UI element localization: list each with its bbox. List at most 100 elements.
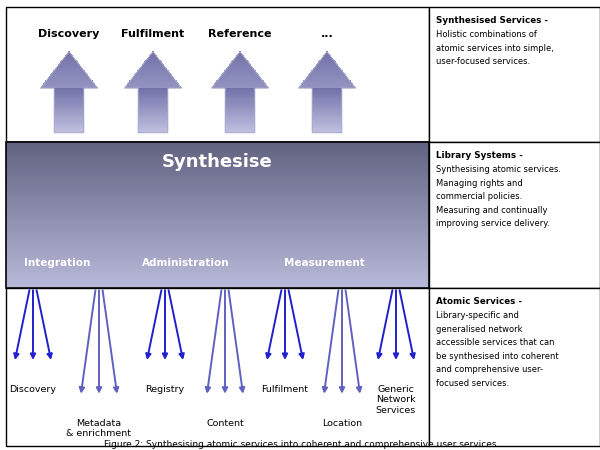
Bar xyxy=(138,111,168,112)
Bar xyxy=(225,116,255,117)
Bar xyxy=(235,58,246,59)
Bar xyxy=(429,7,600,142)
Bar xyxy=(133,76,173,77)
Bar xyxy=(238,53,242,54)
Text: Fulfilment: Fulfilment xyxy=(121,29,185,39)
Bar xyxy=(52,72,86,74)
Bar xyxy=(6,145,429,147)
Bar xyxy=(6,185,429,188)
Bar xyxy=(323,55,331,56)
Bar xyxy=(6,160,429,162)
Bar xyxy=(6,224,429,226)
Bar xyxy=(54,100,84,102)
Bar xyxy=(6,275,429,277)
Bar xyxy=(138,92,168,94)
Bar xyxy=(312,95,342,97)
Bar xyxy=(138,102,168,104)
Bar xyxy=(214,83,266,85)
Bar xyxy=(6,284,429,286)
Text: Synthesise: Synthesise xyxy=(162,153,273,171)
Bar xyxy=(6,244,429,246)
Bar xyxy=(301,84,353,86)
Bar xyxy=(230,63,250,64)
Bar xyxy=(65,55,73,56)
Bar xyxy=(6,238,429,240)
Bar xyxy=(312,97,342,98)
Bar xyxy=(312,110,342,112)
Bar xyxy=(6,165,429,167)
Bar xyxy=(54,130,84,132)
Bar xyxy=(6,200,429,202)
Bar xyxy=(65,56,73,57)
Bar xyxy=(53,72,85,73)
Bar xyxy=(307,76,347,77)
Bar xyxy=(58,64,80,65)
Bar xyxy=(6,215,429,217)
Bar xyxy=(142,64,164,65)
Bar xyxy=(54,114,84,116)
Bar xyxy=(218,79,262,80)
Bar xyxy=(226,68,254,69)
Bar xyxy=(314,67,340,68)
Bar xyxy=(305,78,349,79)
Bar xyxy=(6,220,429,222)
Bar xyxy=(225,125,255,126)
Bar xyxy=(148,57,158,58)
Bar xyxy=(54,98,84,99)
Bar xyxy=(133,77,173,78)
Bar xyxy=(68,51,70,53)
Bar xyxy=(6,273,429,275)
Bar xyxy=(228,66,252,67)
Bar xyxy=(54,102,84,104)
Bar xyxy=(312,98,342,99)
Bar xyxy=(305,79,349,80)
Bar xyxy=(139,68,167,70)
Bar xyxy=(138,117,168,118)
Bar xyxy=(54,94,84,96)
Bar xyxy=(312,125,342,126)
Text: Location: Location xyxy=(322,418,362,427)
Bar xyxy=(6,253,429,255)
Bar xyxy=(312,99,342,100)
Bar xyxy=(6,236,429,238)
Bar xyxy=(312,69,342,71)
Bar xyxy=(237,54,243,55)
Bar xyxy=(138,113,168,115)
Bar xyxy=(6,264,429,266)
Text: Administration: Administration xyxy=(142,258,230,268)
Bar xyxy=(54,91,84,93)
Bar xyxy=(212,86,268,87)
Bar xyxy=(43,83,95,85)
Bar xyxy=(311,71,343,72)
Bar xyxy=(312,106,342,107)
Bar xyxy=(54,89,84,90)
Bar xyxy=(137,72,169,73)
Bar xyxy=(302,82,352,84)
Bar xyxy=(312,104,342,106)
Text: Discovery: Discovery xyxy=(10,385,56,394)
Bar xyxy=(312,123,342,125)
Bar xyxy=(6,248,429,250)
Bar xyxy=(312,128,342,130)
Text: Synthesised Services -: Synthesised Services - xyxy=(436,16,548,25)
Bar xyxy=(216,81,264,83)
Bar xyxy=(312,122,342,124)
Bar xyxy=(66,54,72,55)
Bar xyxy=(429,288,600,446)
Bar xyxy=(54,109,84,110)
Bar xyxy=(225,104,255,105)
Bar xyxy=(6,258,429,261)
Text: focused services.: focused services. xyxy=(436,379,509,388)
Bar xyxy=(54,126,84,127)
Bar xyxy=(312,130,342,132)
Bar xyxy=(138,128,168,130)
Bar xyxy=(6,266,429,268)
Bar xyxy=(138,69,168,71)
Bar xyxy=(316,65,338,66)
Bar xyxy=(312,114,342,116)
Bar xyxy=(6,167,429,169)
Bar xyxy=(54,113,84,115)
Bar xyxy=(304,81,350,82)
Bar xyxy=(225,89,255,90)
Bar xyxy=(299,87,356,88)
